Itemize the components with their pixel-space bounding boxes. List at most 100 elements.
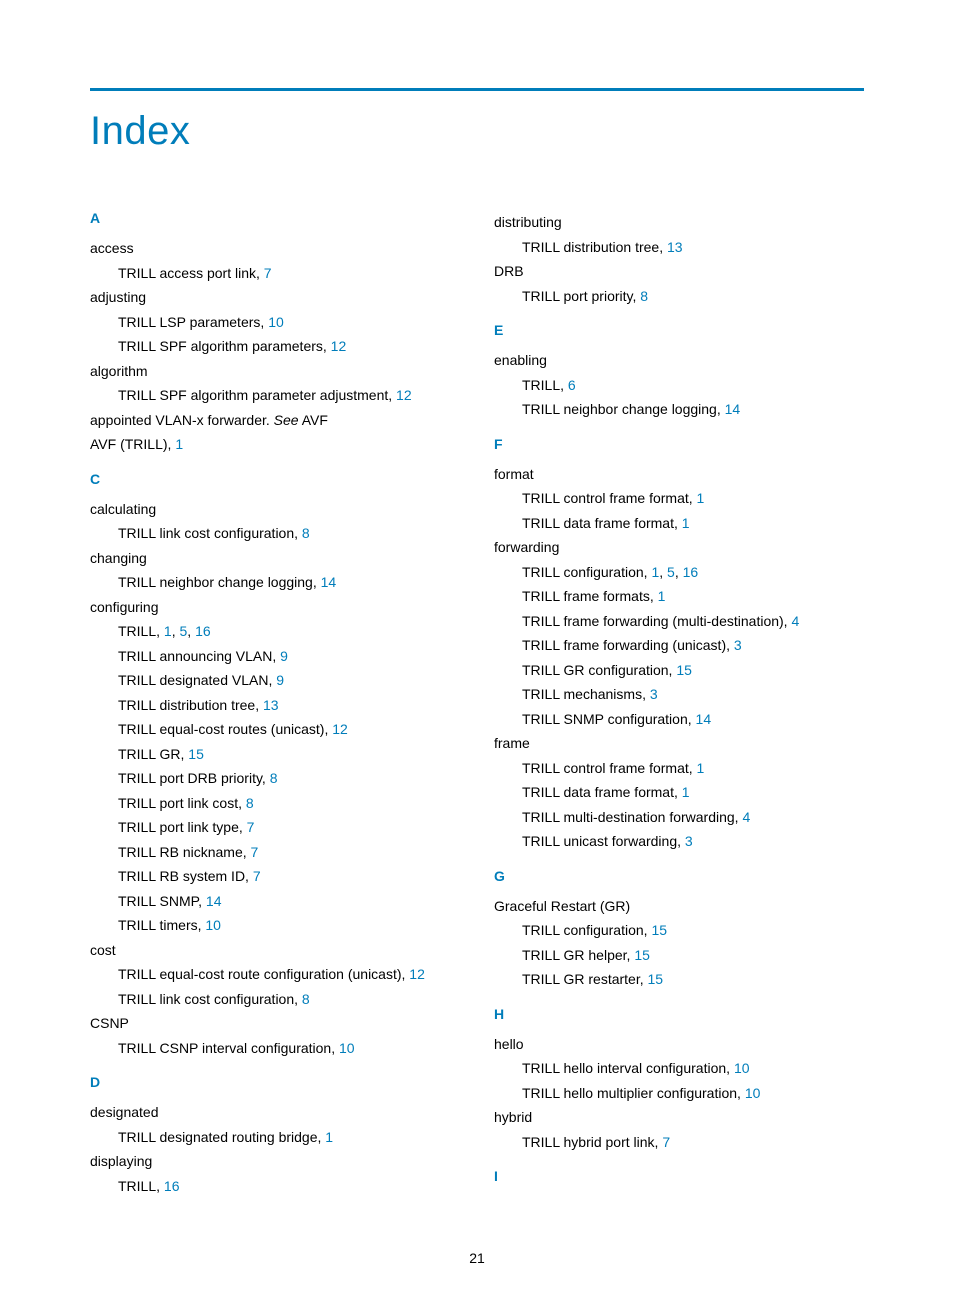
page-ref[interactable]: 15	[651, 922, 667, 938]
page-ref[interactable]: 12	[396, 387, 412, 403]
page-ref[interactable]: 8	[302, 525, 310, 541]
page-ref[interactable]: 5	[179, 623, 187, 639]
page-ref[interactable]: 8	[246, 795, 254, 811]
index-subentry: TRILL control frame format, 1	[494, 756, 864, 781]
page-ref[interactable]: 8	[302, 991, 310, 1007]
index-subentry: TRILL SPF algorithm parameters, 12	[90, 334, 460, 359]
page-ref[interactable]: 7	[264, 265, 272, 281]
index-term: format	[494, 462, 864, 487]
page-ref[interactable]: 15	[676, 662, 692, 678]
page-ref[interactable]: 7	[662, 1134, 670, 1150]
page-ref[interactable]: 14	[321, 574, 337, 590]
index-letter: E	[494, 322, 864, 338]
index-subentry: TRILL mechanisms, 3	[494, 682, 864, 707]
index-letter: D	[90, 1074, 460, 1090]
page-ref[interactable]: 1	[682, 515, 690, 531]
index-subentry: TRILL announcing VLAN, 9	[90, 644, 460, 669]
page-ref[interactable]: 13	[667, 239, 683, 255]
index-term: configuring	[90, 595, 460, 620]
index-subentry: TRILL configuration, 1, 5, 16	[494, 560, 864, 585]
index-subentry: TRILL frame forwarding (multi-destinatio…	[494, 609, 864, 634]
page-ref[interactable]: 3	[650, 686, 658, 702]
page-ref[interactable]: 13	[263, 697, 279, 713]
index-letter: H	[494, 1006, 864, 1022]
page-ref[interactable]: 16	[683, 564, 699, 580]
page-ref[interactable]: 1	[164, 623, 172, 639]
index-letter: I	[494, 1168, 864, 1184]
index-letter: G	[494, 868, 864, 884]
index-term: access	[90, 236, 460, 261]
page-ref[interactable]: 14	[725, 401, 741, 417]
page-ref[interactable]: 12	[332, 721, 348, 737]
page-ref[interactable]: 5	[667, 564, 675, 580]
page-ref[interactable]: 14	[206, 893, 222, 909]
index-columns: AaccessTRILL access port link, 7adjustin…	[90, 210, 864, 1198]
index-subentry: TRILL neighbor change logging, 14	[90, 570, 460, 595]
page-ref[interactable]: 15	[188, 746, 204, 762]
index-subentry: TRILL SNMP, 14	[90, 889, 460, 914]
index-letter: C	[90, 471, 460, 487]
index-subentry: TRILL port link type, 7	[90, 815, 460, 840]
page-ref[interactable]: 16	[195, 623, 211, 639]
page-ref[interactable]: 1	[697, 490, 705, 506]
page-ref[interactable]: 1	[175, 436, 183, 452]
index-term: frame	[494, 731, 864, 756]
index-term: appointed VLAN-x forwarder. See AVF	[90, 408, 460, 433]
page-ref[interactable]: 3	[734, 637, 742, 653]
index-term: changing	[90, 546, 460, 571]
page-ref[interactable]: 4	[742, 809, 750, 825]
page-ref[interactable]: 10	[339, 1040, 355, 1056]
index-subentry: TRILL RB nickname, 7	[90, 840, 460, 865]
index-subentry: TRILL multi-destination forwarding, 4	[494, 805, 864, 830]
index-term: AVF (TRILL), 1	[90, 432, 460, 457]
index-subentry: TRILL port DRB priority, 8	[90, 766, 460, 791]
index-subentry: TRILL hello multiplier configuration, 10	[494, 1081, 864, 1106]
page-ref[interactable]: 7	[251, 844, 259, 860]
page-ref[interactable]: 10	[205, 917, 221, 933]
page-ref[interactable]: 3	[685, 833, 693, 849]
page-ref[interactable]: 8	[270, 770, 278, 786]
index-subentry: TRILL equal-cost routes (unicast), 12	[90, 717, 460, 742]
page-ref[interactable]: 12	[331, 338, 347, 354]
index-term: designated	[90, 1100, 460, 1125]
index-subentry: TRILL configuration, 15	[494, 918, 864, 943]
page-ref[interactable]: 1	[325, 1129, 333, 1145]
page-ref[interactable]: 9	[280, 648, 288, 664]
page-ref[interactable]: 12	[409, 966, 425, 982]
index-subentry: TRILL neighbor change logging, 14	[494, 397, 864, 422]
page-ref[interactable]: 10	[268, 314, 284, 330]
index-term: distributing	[494, 210, 864, 235]
index-column-right: distributingTRILL distribution tree, 13D…	[494, 210, 864, 1198]
index-subentry: TRILL port link cost, 8	[90, 791, 460, 816]
page-ref[interactable]: 9	[276, 672, 284, 688]
index-subentry: TRILL LSP parameters, 10	[90, 310, 460, 335]
index-subentry: TRILL SPF algorithm parameter adjustment…	[90, 383, 460, 408]
page-ref[interactable]: 15	[648, 971, 664, 987]
page-ref[interactable]: 7	[253, 868, 261, 884]
index-letter: F	[494, 436, 864, 452]
page-ref[interactable]: 4	[791, 613, 799, 629]
index-term: cost	[90, 938, 460, 963]
page-title: Index	[90, 109, 864, 154]
index-term: hybrid	[494, 1105, 864, 1130]
page-ref[interactable]: 8	[640, 288, 648, 304]
index-subentry: TRILL frame forwarding (unicast), 3	[494, 633, 864, 658]
page-ref[interactable]: 10	[745, 1085, 761, 1101]
page-ref[interactable]: 1	[682, 784, 690, 800]
page-ref[interactable]: 1	[697, 760, 705, 776]
index-subentry: TRILL control frame format, 1	[494, 486, 864, 511]
page-ref[interactable]: 7	[247, 819, 255, 835]
top-rule	[90, 88, 864, 91]
page-ref[interactable]: 1	[658, 588, 666, 604]
index-subentry: TRILL distribution tree, 13	[494, 235, 864, 260]
page-ref[interactable]: 15	[634, 947, 650, 963]
page-ref[interactable]: 1	[651, 564, 659, 580]
index-subentry: TRILL frame formats, 1	[494, 584, 864, 609]
index-subentry: TRILL equal-cost route configuration (un…	[90, 962, 460, 987]
page-ref[interactable]: 16	[164, 1178, 180, 1194]
index-subentry: TRILL hybrid port link, 7	[494, 1130, 864, 1155]
index-term: CSNP	[90, 1011, 460, 1036]
page-ref[interactable]: 10	[734, 1060, 750, 1076]
page-ref[interactable]: 14	[696, 711, 712, 727]
page-ref[interactable]: 6	[568, 377, 576, 393]
